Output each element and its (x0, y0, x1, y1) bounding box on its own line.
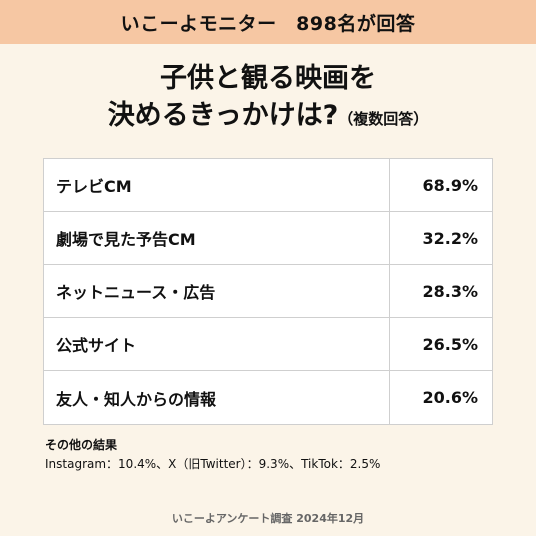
title-line-1: 子供と観る映画を (160, 63, 376, 94)
row-value: 32.2% (422, 228, 478, 248)
other-results-title: その他の結果 (45, 438, 118, 452)
multiple-answer-note: （複数回答） (338, 110, 429, 128)
page-title: 子供と観る映画を 決めるきっかけは?（複数回答） (0, 60, 536, 138)
title-line-2-text: 決めるきっかけは? (107, 100, 339, 131)
row-label: 友人・知人からの情報 (44, 371, 390, 424)
row-value: 28.3% (422, 281, 478, 301)
respondents-banner: いこーよモニター 898名が回答 (0, 0, 536, 44)
row-value: 68.9% (422, 175, 478, 195)
row-label: ネットニュース・広告 (44, 265, 390, 317)
row-label: 公式サイト (44, 318, 390, 370)
table-row: 友人・知人からの情報 20.6% (44, 371, 492, 424)
row-label: テレビCM (44, 159, 390, 211)
row-value: 26.5% (422, 334, 478, 354)
survey-footer: いこーよアンケート調査 2024年12月 (171, 512, 365, 525)
table-row: ネットニュース・広告 28.3% (44, 265, 492, 318)
row-label: 劇場で見た予告CM (44, 212, 390, 264)
row-value: 20.6% (422, 388, 478, 407)
results-table: テレビCM 68.9% 劇場で見た予告CM 32.2% ネットニュース・広告 28.3% 公… (43, 158, 493, 425)
title-line-2: 決めるきっかけは?（複数回答） (0, 97, 536, 138)
other-results-text: Instagram：10.4%、X（旧Twitter）：9.3%、TikTok：… (45, 457, 381, 471)
table-row: テレビCM 68.9% (44, 159, 492, 212)
table-row: 劇場で見た予告CM 32.2% (44, 212, 492, 265)
table-row: 公式サイト 26.5% (44, 318, 492, 371)
